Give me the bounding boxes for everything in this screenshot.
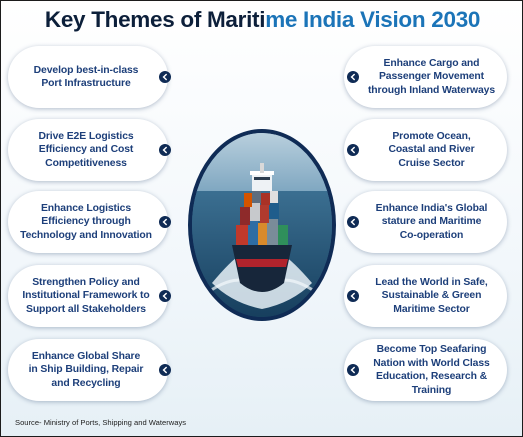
theme-label: Enhance Logistics Efficiency through Tec… [20,202,152,241]
theme-card-e2e-logistics: Drive E2E Logistics Efficiency and Cost … [8,119,171,181]
theme-label: Strengthen Policy and Institutional Fram… [22,276,150,315]
chevron-left-icon [347,290,359,302]
chevron-left-icon [159,216,171,228]
source-note: Source- Ministry of Ports, Shipping and … [15,418,187,427]
theme-card-inland-waterways: Enhance Cargo and Passenger Movement thr… [344,46,507,108]
title-part-dark: Key Themes of Mariti [44,7,266,32]
theme-label: Drive E2E Logistics Efficiency and Cost … [38,130,134,169]
theme-card-global-stature: Enhance India's Global stature and Marit… [344,191,507,253]
theme-card-seafaring-education: Become Top Seafaring Nation with World C… [344,339,507,401]
theme-card-green-maritime: Lead the World in Safe, Sustainable & Gr… [344,265,507,327]
chevron-left-icon [159,290,171,302]
theme-label: Enhance India's Global stature and Marit… [375,202,488,241]
chevron-left-icon [159,364,171,376]
container-ship-image [188,129,336,321]
theme-label: Lead the World in Safe, Sustainable & Gr… [375,276,488,315]
theme-card-policy-framework: Strengthen Policy and Institutional Fram… [8,265,171,327]
theme-label: Enhance Cargo and Passenger Movement thr… [367,57,496,96]
theme-card-cruise-sector: Promote Ocean, Coastal and River Cruise … [344,119,507,181]
chevron-left-icon [347,71,359,83]
theme-label: Promote Ocean, Coastal and River Cruise … [388,130,475,169]
chevron-left-icon [347,144,359,156]
theme-label: Develop best-in-class Port Infrastructur… [33,64,139,90]
title-part-accent: me India Vision 2030 [265,7,481,32]
chevron-left-icon [159,144,171,156]
ship-illustration [192,133,332,317]
chevron-left-icon [159,71,171,83]
theme-label: Become Top Seafaring Nation with World C… [373,344,490,396]
theme-card-technology-innovation: Enhance Logistics Efficiency through Tec… [8,191,171,253]
theme-card-port-infrastructure: Develop best-in-class Port Infrastructur… [8,46,171,108]
chevron-left-icon [347,364,359,376]
theme-label: Enhance Global Share in Ship Building, R… [28,350,144,389]
theme-card-ship-building: Enhance Global Share in Ship Building, R… [8,339,171,401]
chevron-left-icon [347,216,359,228]
page-title: Key Themes of Maritime India Vision 2030 [1,5,522,35]
